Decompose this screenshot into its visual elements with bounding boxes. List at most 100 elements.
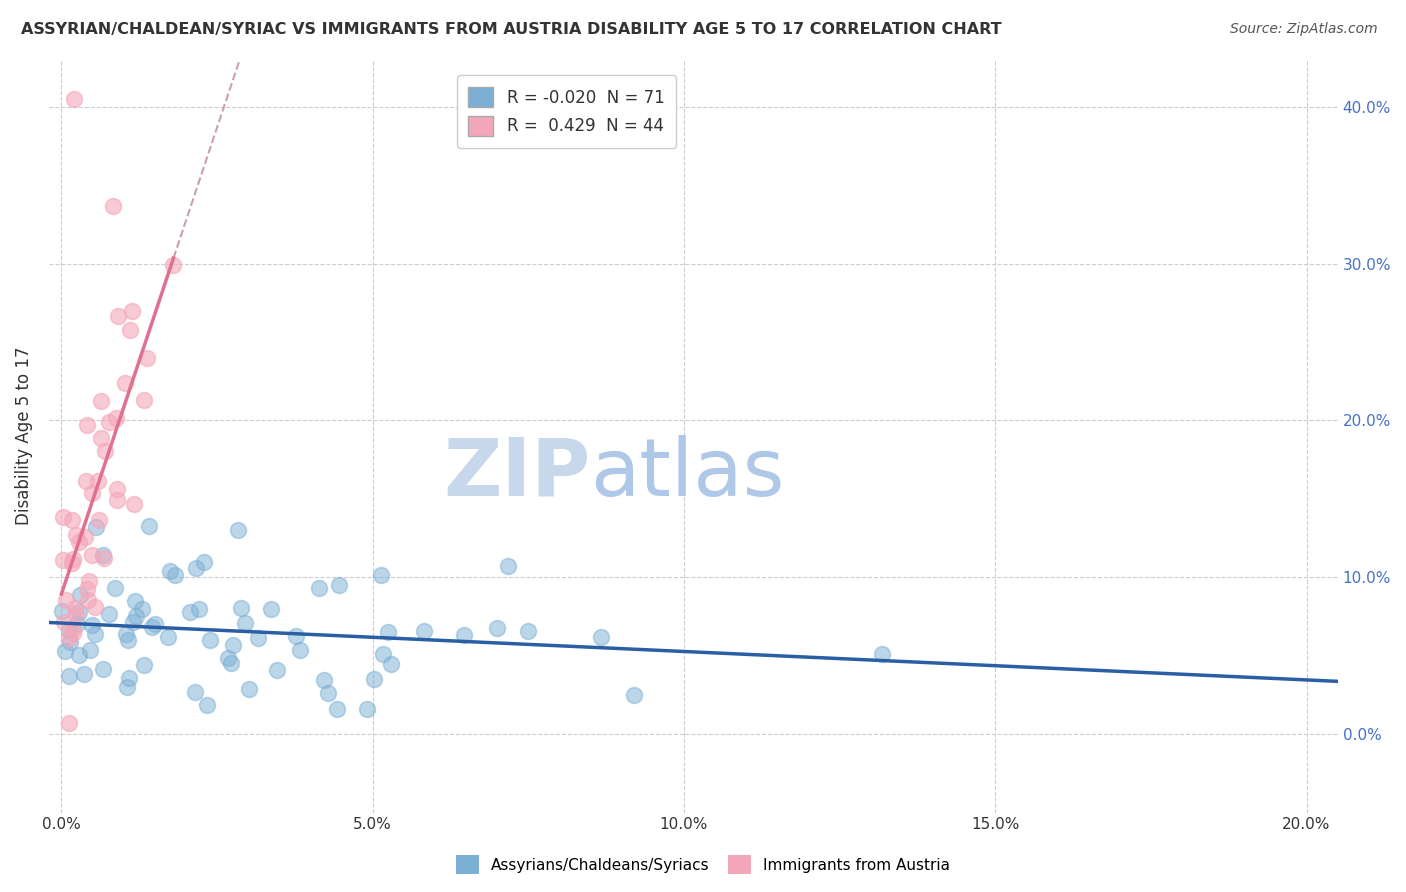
Point: [413, 624, 436, 638]
Point: [312, 673, 335, 688]
Point: [188, 602, 211, 616]
Point: [284, 629, 307, 643]
Point: [131, 601, 153, 615]
Point: [80, 548, 103, 562]
Point: [122, 497, 145, 511]
Point: [84, 520, 107, 534]
Point: [66, 617, 89, 632]
Point: [62, 551, 84, 566]
Legend: Assyrians/Chaldeans/Syriacs, Immigrants from Austria: Assyrians/Chaldeans/Syriacs, Immigrants …: [450, 849, 956, 880]
Point: [117, 632, 139, 647]
Point: [290, 642, 312, 657]
Point: [377, 625, 399, 640]
Point: [124, 593, 146, 607]
Point: [87, 513, 110, 527]
Point: [67, 535, 90, 549]
Point: [52, 553, 75, 567]
Point: [69, 588, 91, 602]
Point: [104, 581, 127, 595]
Point: [143, 617, 166, 632]
Point: [217, 651, 239, 665]
Point: [233, 615, 256, 630]
Point: [156, 630, 179, 644]
Point: [498, 559, 520, 574]
Point: [58, 669, 80, 683]
Point: [80, 618, 103, 632]
Point: [485, 621, 508, 635]
Point: [65, 528, 87, 542]
Point: [114, 376, 136, 391]
Point: [67, 648, 90, 662]
Point: [589, 630, 612, 644]
Point: [132, 658, 155, 673]
Point: [115, 680, 138, 694]
Legend: R = -0.020  N = 71, R =  0.429  N = 44: R = -0.020 N = 71, R = 0.429 N = 44: [457, 76, 676, 148]
Point: [90, 394, 112, 409]
Point: [90, 430, 112, 444]
Point: [76, 418, 98, 433]
Point: [77, 592, 100, 607]
Point: [62, 626, 84, 640]
Point: [67, 605, 90, 619]
Point: [193, 555, 215, 569]
Point: [53, 644, 76, 658]
Point: [184, 560, 207, 574]
Point: [73, 667, 96, 681]
Point: [184, 685, 207, 699]
Point: [63, 92, 86, 106]
Text: ZIP: ZIP: [443, 434, 591, 513]
Point: [105, 411, 128, 425]
Point: [222, 638, 245, 652]
Point: [238, 681, 260, 696]
Point: [73, 530, 96, 544]
Text: atlas: atlas: [591, 434, 785, 513]
Y-axis label: Disability Age 5 to 17: Disability Age 5 to 17: [15, 347, 32, 525]
Point: [58, 716, 80, 731]
Point: [55, 593, 77, 607]
Point: [517, 624, 540, 638]
Point: [65, 607, 87, 621]
Point: [118, 323, 141, 337]
Point: [77, 574, 100, 589]
Point: [84, 626, 107, 640]
Point: [76, 582, 98, 596]
Point: [98, 607, 121, 621]
Point: [60, 556, 83, 570]
Point: [380, 657, 402, 672]
Point: [118, 671, 141, 685]
Point: [105, 493, 128, 508]
Point: [870, 647, 893, 661]
Point: [94, 444, 117, 458]
Point: [60, 513, 83, 527]
Point: [318, 686, 340, 700]
Point: [246, 631, 269, 645]
Point: [87, 474, 110, 488]
Point: [229, 601, 252, 615]
Point: [221, 656, 243, 670]
Point: [260, 602, 283, 616]
Point: [53, 615, 76, 630]
Point: [82, 486, 104, 500]
Point: [58, 631, 80, 645]
Point: [198, 632, 221, 647]
Point: [65, 600, 87, 615]
Point: [165, 567, 187, 582]
Point: [52, 509, 75, 524]
Point: [363, 672, 385, 686]
Point: [93, 550, 115, 565]
Point: [62, 622, 84, 636]
Point: [138, 519, 160, 533]
Text: ASSYRIAN/CHALDEAN/SYRIAC VS IMMIGRANTS FROM AUSTRIA DISABILITY AGE 5 TO 17 CORRE: ASSYRIAN/CHALDEAN/SYRIAC VS IMMIGRANTS F…: [21, 22, 1001, 37]
Point: [308, 581, 330, 595]
Point: [105, 482, 128, 496]
Point: [356, 702, 378, 716]
Point: [266, 663, 288, 677]
Point: [79, 642, 101, 657]
Point: [91, 549, 114, 563]
Point: [453, 628, 475, 642]
Point: [141, 620, 163, 634]
Point: [59, 635, 82, 649]
Text: Source: ZipAtlas.com: Source: ZipAtlas.com: [1230, 22, 1378, 37]
Point: [623, 688, 645, 702]
Point: [228, 524, 250, 538]
